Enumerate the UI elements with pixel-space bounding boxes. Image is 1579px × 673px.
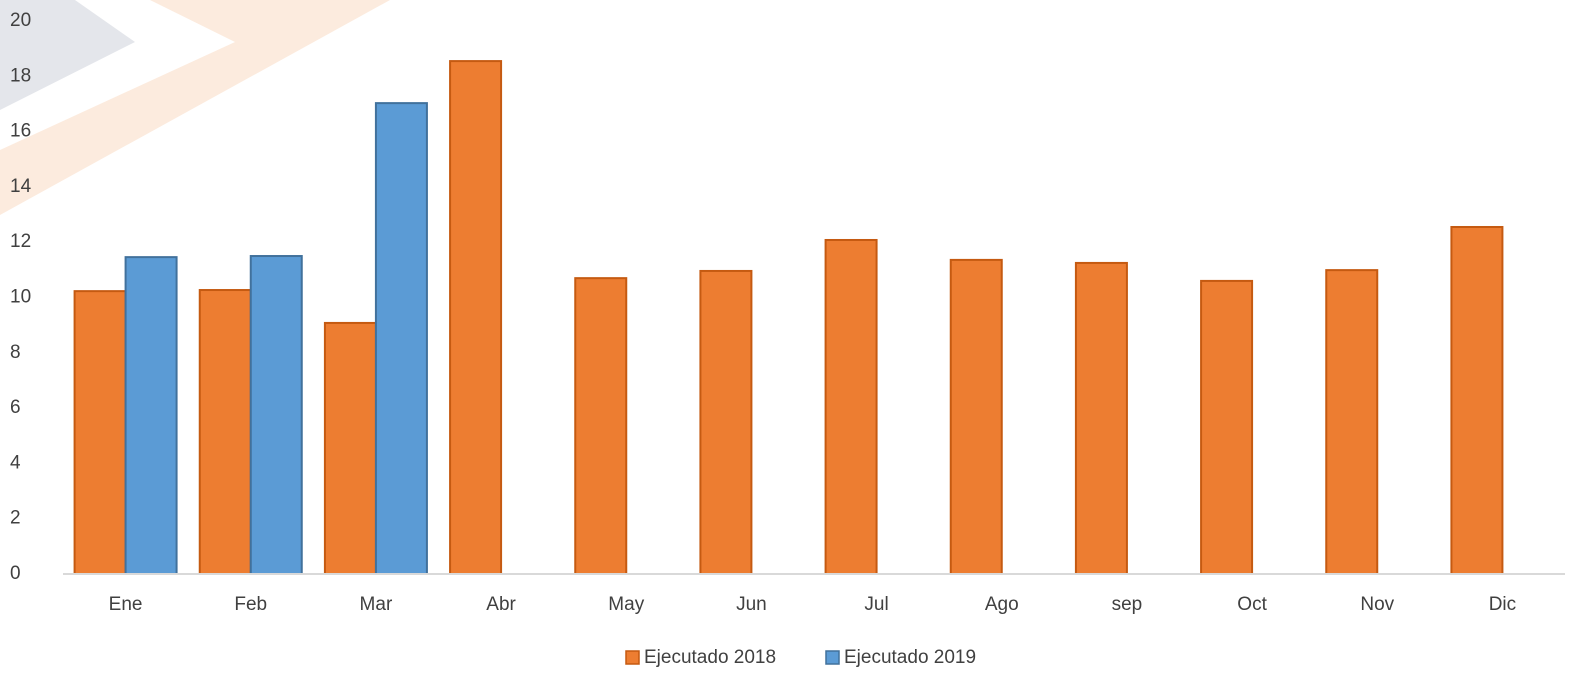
bar [249, 255, 303, 575]
bar [198, 289, 252, 575]
bar [124, 256, 178, 575]
x-tick-label: Jul [864, 594, 888, 615]
y-tick-label: 6 [10, 397, 21, 418]
y-tick-label: 8 [10, 342, 21, 363]
bar [574, 277, 628, 575]
bar [73, 290, 127, 575]
y-tick-label: 20 [10, 10, 31, 31]
x-tick-label: Mar [360, 594, 393, 615]
bar [1200, 279, 1254, 575]
y-tick-label: 4 [10, 452, 21, 473]
bar [374, 102, 428, 575]
legend-label: Ejecutado 2019 [844, 647, 976, 668]
bar [949, 258, 1003, 575]
x-tick-label: Jun [736, 594, 767, 615]
x-tick-label: Feb [234, 594, 267, 615]
y-tick-label: 2 [10, 508, 21, 529]
x-tick-label: Dic [1489, 594, 1516, 615]
x-tick-label: Oct [1237, 594, 1267, 615]
bar [699, 269, 753, 575]
y-tick-label: 0 [10, 563, 21, 584]
bar [1325, 269, 1379, 575]
decor [0, 0, 390, 215]
legend-swatch [825, 650, 840, 665]
bar [824, 238, 878, 575]
bar [323, 321, 377, 575]
x-tick-label: May [608, 594, 644, 615]
x-tick-label: Abr [486, 594, 516, 615]
x-tick-label: Nov [1360, 594, 1394, 615]
y-tick-label: 14 [10, 176, 32, 197]
bar [1074, 261, 1128, 575]
y-tick-label: 16 [10, 121, 31, 142]
x-tick-label: Ene [109, 594, 143, 615]
x-tick-label: Ago [985, 594, 1019, 615]
bar [449, 60, 503, 575]
legend-label: Ejecutado 2018 [644, 647, 776, 668]
y-tick-label: 18 [10, 65, 31, 86]
x-tick-label: sep [1112, 594, 1143, 615]
bar [1450, 225, 1504, 575]
y-tick-label: 10 [10, 287, 31, 308]
legend-swatch [625, 650, 640, 665]
y-tick-label: 12 [10, 231, 31, 252]
decor [0, 0, 135, 110]
